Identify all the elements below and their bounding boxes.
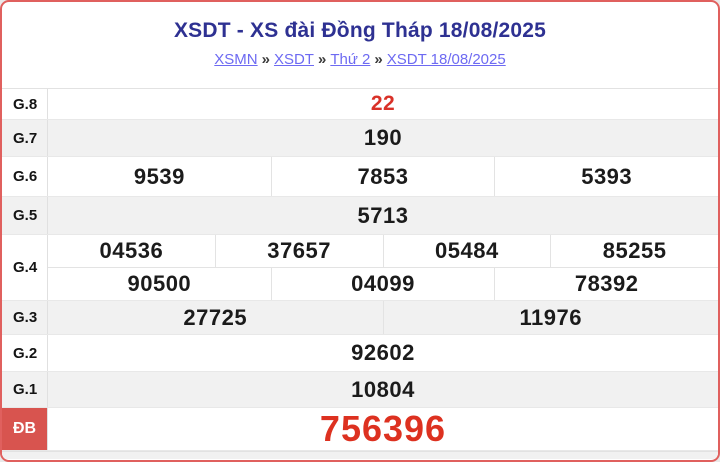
prize-label: G.3 — [2, 301, 48, 334]
prize-value: 22 — [370, 92, 396, 115]
prize-row-g2: G.2 92602 — [2, 335, 718, 372]
breadcrumb-link-weekday[interactable]: Thứ 2 — [330, 51, 371, 68]
prize-row-g5: G.5 5713 — [2, 197, 718, 235]
page-title: XSDT - XS đài Đồng Tháp 18/08/2025 — [173, 19, 547, 42]
breadcrumb-separator: » — [317, 51, 327, 68]
prize-row-g8: G.8 22 — [2, 89, 718, 120]
prize-row-g1: G.1 10804 — [2, 372, 718, 408]
prize-value: 5713 — [357, 202, 409, 228]
results-table: G.8 22 G.7 190 G.6 9539 7853 5393 G.5 57… — [2, 88, 718, 459]
prize-value: 11976 — [382, 301, 719, 334]
prize-label-special: ĐB — [2, 408, 48, 450]
prize-row-g3: G.3 27725 11976 — [2, 301, 718, 335]
prize-row-g4: G.4 04536 37657 05484 85255 90500 04099 … — [2, 235, 718, 301]
prize-value: 04099 — [270, 268, 495, 300]
prize-value: 05484 — [382, 235, 551, 267]
breadcrumb-separator: » — [374, 51, 383, 68]
prize-row-db: ĐB 756396 — [2, 408, 718, 451]
breadcrumb: XSMN» XSDT» Thứ 2» XSDT 18/08/2025 — [2, 51, 718, 68]
prize-value: 78392 — [494, 268, 718, 300]
prize-label: G.2 — [2, 335, 48, 371]
prize-row-g6: G.6 9539 7853 5393 — [2, 157, 718, 197]
prize-value: 90500 — [127, 271, 192, 296]
prize-label: G.8 — [2, 89, 48, 119]
prize-value: 27725 — [183, 304, 248, 330]
result-header: XSDT - XS đài Đồng Tháp 18/08/2025 XSMN»… — [2, 2, 718, 88]
prize-value: 10804 — [351, 376, 415, 402]
breadcrumb-link-xsdt-date[interactable]: XSDT 18/08/2025 — [386, 51, 506, 68]
prize-label: G.4 — [2, 235, 48, 300]
prize-value: 5393 — [494, 157, 718, 196]
jackpot-value: 756396 — [319, 408, 447, 449]
prize-value: 7853 — [270, 157, 495, 196]
breadcrumb-separator: » — [261, 51, 270, 68]
table-bottom-strip — [2, 451, 718, 459]
prize-value: 190 — [363, 125, 403, 150]
prize-label: G.7 — [2, 120, 48, 156]
prize-value: 9539 — [133, 163, 185, 189]
breadcrumb-link-xsdt[interactable]: XSDT — [273, 51, 314, 68]
prize-label: G.1 — [2, 372, 48, 407]
prize-label: G.5 — [2, 197, 48, 234]
prize-value: 85255 — [550, 235, 718, 267]
prize-value: 37657 — [214, 235, 383, 267]
prize-value: 92602 — [351, 340, 415, 365]
breadcrumb-link-xsmn[interactable]: XSMN — [214, 51, 258, 68]
prize-label: G.6 — [2, 157, 48, 196]
prize-row-g7: G.7 190 — [2, 120, 718, 157]
prize-value: 04536 — [99, 238, 164, 263]
